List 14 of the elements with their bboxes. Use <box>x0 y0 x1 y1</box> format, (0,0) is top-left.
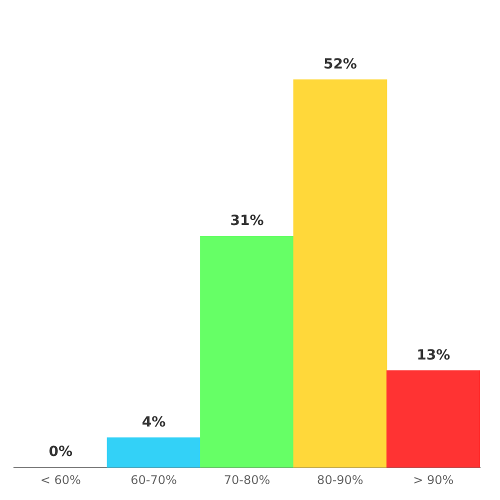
bar <box>106 437 201 468</box>
x-tick-label: 80-90% <box>317 472 364 487</box>
bar <box>386 370 480 468</box>
x-tick-label: 70-80% <box>224 472 270 487</box>
x-tick-label: < 60% <box>40 472 81 487</box>
bar <box>293 79 388 468</box>
data-label: 4% <box>142 414 166 430</box>
bar <box>200 236 294 468</box>
data-label: 52% <box>323 56 357 72</box>
x-tick-label: 60-70% <box>130 472 177 487</box>
x-tick-label: > 90% <box>413 472 454 487</box>
data-label: 31% <box>230 212 264 229</box>
data-label: 0% <box>48 444 72 460</box>
data-label: 13% <box>416 347 450 364</box>
